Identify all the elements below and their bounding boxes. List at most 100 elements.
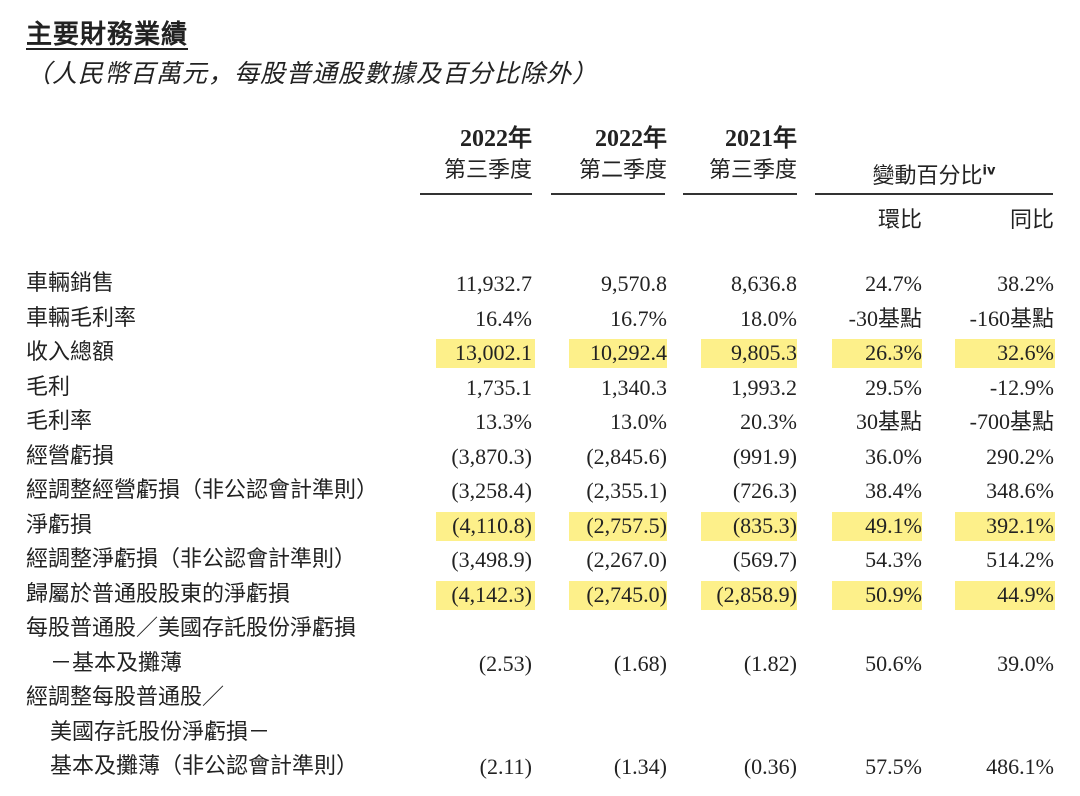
row-value: -700基點 xyxy=(969,409,1054,434)
row-value: 16.4% xyxy=(475,305,532,331)
table-row: 經調整經營虧損（非公認會計準則） (3,258.4) (2,355.1) (726.3… xyxy=(0,475,1080,506)
row-label: 經調整每股普通股／ xyxy=(26,685,225,710)
row-value: (0.36) xyxy=(743,754,797,779)
table-row: 毛利 1,735.1 1,340.3 1,993.2 29.5% -12.9% xyxy=(0,372,1080,403)
header-rule xyxy=(420,193,532,195)
table-row: －基本及攤薄 (2.53) (1.68) (1.82) 50.6% 39.0% xyxy=(0,648,1080,679)
row-label: 經營虧損 xyxy=(26,443,115,469)
row-label: 車輛毛利率 xyxy=(26,305,137,331)
table-row: 歸屬於普通股股東的淨虧損 (4,142.3) (2,745.0) (2,858.9) 5… xyxy=(0,579,1080,610)
row-label: 每股普通股／美國存託股份淨虧損 xyxy=(26,616,357,641)
change-header: 變動百分比iv xyxy=(815,158,1053,190)
row-value: 38.2% xyxy=(997,271,1054,296)
row-value: (2.11) xyxy=(479,754,532,779)
row-value: (3,258.4) xyxy=(451,478,532,503)
highlight-mark xyxy=(955,511,1055,541)
row-label: 經調整淨虧損（非公認會計準則） xyxy=(26,547,357,572)
row-label: 車輛銷售 xyxy=(26,271,115,296)
change-header-label: 變動百分比 xyxy=(872,164,983,189)
row-value: 13,002.1 xyxy=(455,340,532,365)
row-value: 18.0% xyxy=(740,305,797,331)
table-row: 淨虧損 (4,110.8) (2,757.5) (835.3) 49.1% 392.1% xyxy=(0,510,1080,541)
highlight-mark xyxy=(569,511,667,541)
row-value: 290.2% xyxy=(986,443,1054,469)
highlight-mark xyxy=(436,339,535,368)
table-row: 美國存託股份淨虧損－ xyxy=(0,717,1080,748)
page-title: 主要財務業績 xyxy=(26,20,189,50)
row-value: 348.6% xyxy=(986,478,1054,503)
row-value: 20.3% xyxy=(740,409,797,434)
highlight-mark xyxy=(701,339,797,368)
row-label: 美國存託股份淨虧損－ xyxy=(50,719,271,745)
row-value: -160基點 xyxy=(969,305,1054,331)
change-sub-qoq: 環比 xyxy=(877,208,922,233)
table-row: 經調整每股普通股／ xyxy=(0,682,1080,713)
row-value: (991.9) xyxy=(732,443,797,469)
row-value: 11,932.7 xyxy=(455,271,532,296)
row-value: (2,757.5) xyxy=(586,512,667,538)
row-label: －基本及攤薄 xyxy=(50,650,183,676)
row-value: (2,267.0) xyxy=(586,547,667,572)
column-header-0: 2022年 第三季度 xyxy=(444,124,532,186)
row-value: 9,570.8 xyxy=(601,271,667,296)
highlight-mark xyxy=(955,580,1055,610)
table-row: 車輛毛利率 16.4% 16.7% 18.0% -30基點 -160基點 xyxy=(0,303,1080,334)
page-subtitle: （人民幣百萬元，每股普通股數據及百分比除外） xyxy=(26,59,599,88)
highlight-mark xyxy=(832,580,922,610)
table-row: 基本及攤薄（非公認會計準則） (2.11) (1.34) (0.36) 57.5% 486… xyxy=(0,751,1080,782)
row-value: 1,340.3 xyxy=(601,374,667,400)
highlight-mark xyxy=(569,580,667,610)
row-value: 54.3% xyxy=(865,547,922,572)
row-value: (3,498.9) xyxy=(451,547,532,572)
row-value: 392.1% xyxy=(986,512,1054,538)
header-rule xyxy=(551,193,665,195)
row-value: 26.3% xyxy=(865,340,922,365)
row-value: 1,735.1 xyxy=(466,374,532,400)
row-value: (3,870.3) xyxy=(451,443,532,469)
table-row: 車輛銷售 11,932.7 9,570.8 8,636.8 24.7% 38.2% xyxy=(0,268,1080,299)
column-quarter: 第二季度 xyxy=(578,158,667,183)
row-value: 50.6% xyxy=(865,650,922,676)
row-value: (835.3) xyxy=(732,512,797,538)
table-row: 收入總額 13,002.1 10,292.4 9,805.3 26.3% 32.6% xyxy=(0,337,1080,368)
row-value: -30基點 xyxy=(848,305,922,331)
row-value: (726.3) xyxy=(732,478,797,503)
row-value: (2,845.6) xyxy=(586,443,667,469)
row-value: 32.6% xyxy=(997,340,1054,365)
row-value: (2,355.1) xyxy=(586,478,667,503)
highlight-mark xyxy=(436,511,535,541)
highlight-mark xyxy=(955,339,1055,368)
row-value: 49.1% xyxy=(865,512,922,538)
row-value: (1.34) xyxy=(613,754,667,779)
row-value: 36.0% xyxy=(865,443,922,469)
table-row: 經調整淨虧損（非公認會計準則） (3,498.9) (2,267.0) (569.7)… xyxy=(0,544,1080,575)
row-value: 57.5% xyxy=(865,754,922,779)
row-label: 基本及攤薄（非公認會計準則） xyxy=(50,754,359,779)
table-row: 每股普通股／美國存託股份淨虧損 xyxy=(0,613,1080,644)
column-year: 2022年 xyxy=(460,126,532,152)
column-header-2: 2021年 第三季度 xyxy=(709,124,797,186)
column-year: 2021年 xyxy=(725,126,797,152)
highlight-mark xyxy=(701,580,797,610)
row-value: 24.7% xyxy=(865,271,922,296)
row-value: 514.2% xyxy=(986,547,1054,572)
table-row: 經營虧損 (3,870.3) (2,845.6) (991.9) 36.0% 290.2% xyxy=(0,441,1080,472)
column-quarter: 第三季度 xyxy=(708,158,797,183)
row-value: 9,805.3 xyxy=(731,340,797,365)
row-value: (4,110.8) xyxy=(452,512,532,538)
row-label: 毛利率 xyxy=(26,409,93,434)
row-value: 13.3% xyxy=(475,409,532,434)
row-value: 1,993.2 xyxy=(731,374,797,400)
row-value: 30基點 xyxy=(855,409,922,434)
column-quarter: 第三季度 xyxy=(443,158,532,183)
row-value: -12.9% xyxy=(989,374,1054,400)
row-value: 50.9% xyxy=(865,581,922,607)
table-row: 毛利率 13.3% 13.0% 20.3% 30基點 -700基點 xyxy=(0,406,1080,437)
row-value: 10,292.4 xyxy=(590,340,667,365)
row-value: (2,745.0) xyxy=(586,581,667,607)
row-label: 收入總額 xyxy=(26,340,115,365)
row-value: 39.0% xyxy=(997,650,1054,676)
header-rule xyxy=(815,193,1053,195)
row-value: (1.82) xyxy=(743,650,797,676)
change-header-note: iv xyxy=(982,163,996,179)
